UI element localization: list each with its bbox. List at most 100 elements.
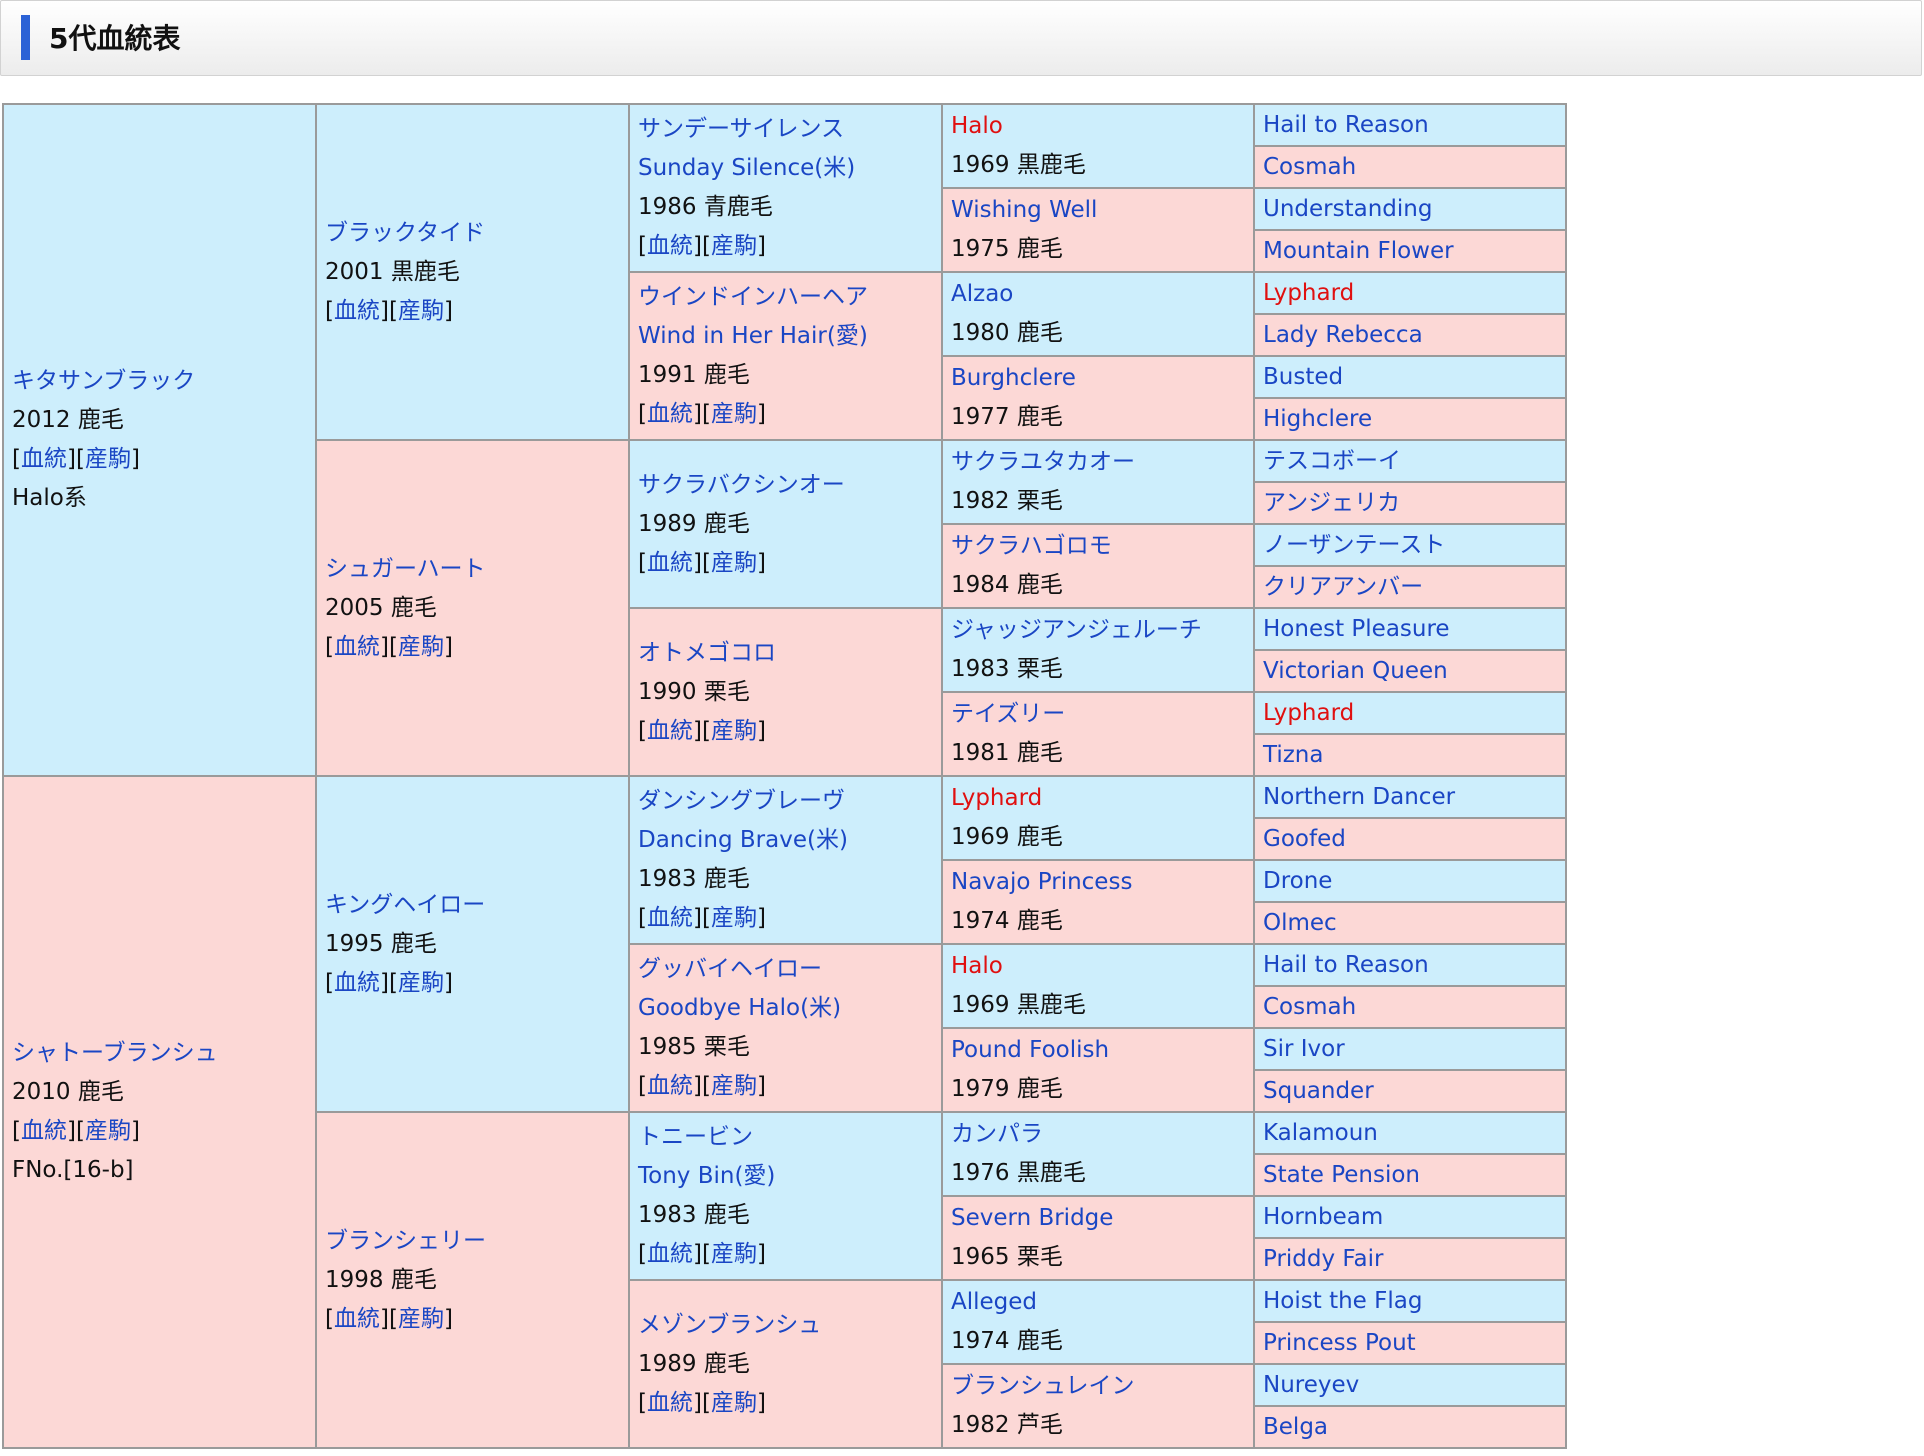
horse-foreign-name-link[interactable]: Tony Bin(愛) [638, 1163, 776, 1189]
horse-name-link[interactable]: ブランシュレイン [951, 1373, 1135, 1399]
pedigree-link[interactable]: 血統 [646, 717, 693, 744]
pedigree-link[interactable]: 血統 [646, 1241, 693, 1267]
pedigree-link[interactable]: 血統 [20, 1118, 67, 1144]
pedigree-link[interactable]: 血統 [646, 233, 693, 259]
horse-name-link[interactable]: サクラユタカオー [951, 449, 1135, 475]
progeny-link[interactable]: 産駒 [397, 1305, 444, 1332]
pedigree-link[interactable]: 血統 [20, 446, 67, 472]
horse-name-link[interactable]: Princess Pout [1263, 1329, 1416, 1356]
horse-name-link[interactable]: Understanding [1263, 195, 1433, 222]
horse-name-link[interactable]: Pound Foolish [951, 1037, 1110, 1063]
horse-birth-color: 1980 鹿毛 [951, 320, 1063, 346]
horse-name-link[interactable]: Lyphard [1263, 699, 1355, 726]
progeny-link[interactable]: 産駒 [710, 717, 757, 744]
horse-name-link[interactable]: Halo [951, 113, 1003, 139]
progeny-link[interactable]: 産駒 [84, 446, 131, 472]
horse-name-link[interactable]: Squander [1263, 1077, 1374, 1104]
progeny-link[interactable]: 産駒 [397, 633, 444, 660]
horse-name-link[interactable]: シュガーハート [325, 555, 486, 582]
horse-foreign-name-link[interactable]: Sunday Silence(米) [638, 155, 856, 181]
horse-name-link[interactable]: グッバイヘイロー [638, 956, 822, 982]
horse-name-link[interactable]: テスコボーイ [1263, 447, 1401, 474]
horse-foreign-name-link[interactable]: Goodbye Halo(米) [638, 995, 842, 1021]
progeny-link[interactable]: 産駒 [710, 1241, 757, 1267]
horse-name-link[interactable]: Northern Dancer [1263, 783, 1456, 810]
horse-name-link[interactable]: Halo [951, 953, 1003, 979]
horse-name-link[interactable]: Goofed [1263, 825, 1346, 852]
horse-name-link[interactable]: メゾンブランシュ [638, 1311, 822, 1338]
horse-name-link[interactable]: Cosmah [1263, 993, 1357, 1020]
pedigree-link[interactable]: 血統 [333, 1305, 380, 1332]
horse-name-link[interactable]: サンデーサイレンス [638, 116, 845, 142]
horse-name-link[interactable]: Victorian Queen [1263, 657, 1448, 684]
horse-name-link[interactable]: Busted [1263, 363, 1344, 390]
horse-name-link[interactable]: Highclere [1263, 405, 1373, 432]
horse-name-link[interactable]: サクラハゴロモ [951, 533, 1112, 559]
horse-name-link[interactable]: Hail to Reason [1263, 951, 1429, 978]
horse-name-link[interactable]: シャトーブランシュ [12, 1040, 218, 1066]
horse-name-link[interactable]: Alzao [951, 281, 1014, 307]
pedigree-link[interactable]: 血統 [333, 297, 380, 324]
horse-name-link[interactable]: トニービン [638, 1124, 753, 1150]
horse-name-link[interactable]: Severn Bridge [951, 1205, 1114, 1231]
progeny-link[interactable]: 産駒 [397, 297, 444, 324]
horse-name-link[interactable]: Tizna [1263, 741, 1324, 768]
horse-name-link[interactable]: Hoist the Flag [1263, 1287, 1423, 1314]
horse-name-link[interactable]: Sir Ivor [1263, 1035, 1345, 1062]
horse-foreign-name-link[interactable]: Wind in Her Hair(愛) [638, 323, 868, 349]
horse-birth-color: 2012 鹿毛 [12, 407, 124, 433]
pedigree-link[interactable]: 血統 [333, 969, 380, 996]
pedigree-link[interactable]: 血統 [646, 401, 693, 427]
pedigree-link[interactable]: 血統 [646, 1073, 693, 1099]
horse-name-link[interactable]: ダンシングブレーヴ [638, 788, 845, 814]
horse-birth-color: 1990 栗毛 [638, 678, 750, 705]
progeny-link[interactable]: 産駒 [710, 1073, 757, 1099]
horse-name-link[interactable]: Lady Rebecca [1263, 321, 1423, 348]
gen5-ancestor-cell: アンジェリカ [1253, 481, 1567, 525]
horse-name-link[interactable]: Kalamoun [1263, 1119, 1378, 1146]
horse-name-link[interactable]: オトメゴコロ [638, 639, 776, 666]
pedigree-link[interactable]: 血統 [646, 1389, 693, 1416]
progeny-link[interactable]: 産駒 [710, 905, 757, 931]
horse-name-link[interactable]: Priddy Fair [1263, 1245, 1384, 1272]
horse-name-link[interactable]: Wishing Well [951, 197, 1098, 223]
progeny-link[interactable]: 産駒 [710, 233, 757, 259]
horse-name-link[interactable]: Cosmah [1263, 153, 1357, 180]
horse-name-link[interactable]: ジャッジアンジェルーチ [951, 617, 1202, 643]
horse-name-link[interactable]: テイズリー [951, 701, 1066, 727]
horse-name-link[interactable]: Lyphard [951, 785, 1043, 811]
progeny-link[interactable]: 産駒 [84, 1118, 131, 1144]
horse-name-link[interactable]: クリアアンバー [1263, 573, 1424, 600]
horse-name-link[interactable]: Lyphard [1263, 279, 1355, 306]
horse-name-link[interactable]: キタサンブラック [12, 368, 196, 394]
horse-name-link[interactable]: ブラックタイド [325, 219, 486, 246]
horse-name-link[interactable]: Drone [1263, 867, 1333, 894]
progeny-link[interactable]: 産駒 [710, 549, 757, 576]
horse-name-link[interactable]: Mountain Flower [1263, 237, 1454, 264]
horse-name-link[interactable]: ウインドインハーヘア [638, 284, 868, 310]
progeny-link[interactable]: 産駒 [397, 969, 444, 996]
gen3-ancestor-cell: ウインドインハーヘア Wind in Her Hair(愛) 1991 鹿毛 [血統]… [628, 271, 943, 441]
horse-name-link[interactable]: ノーザンテースト [1263, 531, 1446, 558]
horse-name-link[interactable]: サクラバクシンオー [638, 471, 845, 498]
progeny-link[interactable]: 産駒 [710, 401, 757, 427]
horse-name-link[interactable]: Honest Pleasure [1263, 615, 1450, 642]
horse-name-link[interactable]: Olmec [1263, 909, 1337, 936]
pedigree-link[interactable]: 血統 [646, 905, 693, 931]
horse-foreign-name-link[interactable]: Dancing Brave(米) [638, 827, 848, 853]
horse-name-link[interactable]: Belga [1263, 1413, 1329, 1440]
horse-name-link[interactable]: カンパラ [951, 1121, 1043, 1147]
horse-name-link[interactable]: ブランシェリー [325, 1227, 486, 1254]
horse-name-link[interactable]: Hornbeam [1263, 1203, 1384, 1230]
progeny-link[interactable]: 産駒 [710, 1389, 757, 1416]
pedigree-link[interactable]: 血統 [333, 633, 380, 660]
horse-name-link[interactable]: Hail to Reason [1263, 111, 1429, 138]
pedigree-link[interactable]: 血統 [646, 549, 693, 576]
horse-name-link[interactable]: State Pension [1263, 1161, 1420, 1188]
horse-name-link[interactable]: Burghclere [951, 365, 1076, 391]
horse-name-link[interactable]: キングヘイロー [325, 891, 486, 918]
horse-name-link[interactable]: アンジェリカ [1263, 489, 1401, 516]
horse-name-link[interactable]: Alleged [951, 1289, 1038, 1315]
horse-name-link[interactable]: Nureyev [1263, 1371, 1360, 1398]
horse-name-link[interactable]: Navajo Princess [951, 869, 1133, 895]
